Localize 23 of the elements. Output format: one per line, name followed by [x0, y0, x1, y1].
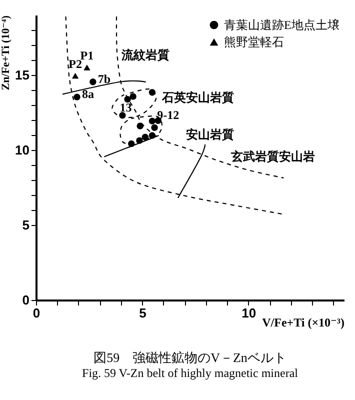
- y-tick-label: 0: [22, 292, 30, 308]
- annotation: 13: [120, 100, 132, 115]
- legend-label: 青葉山遺跡E地点土壌: [224, 18, 340, 32]
- y-tick-label: 10: [15, 142, 30, 158]
- annotation: 流紋岩質: [120, 48, 170, 62]
- x-tick-label: 5: [139, 306, 146, 320]
- annotation: P2: [68, 56, 82, 71]
- annotation: 安山岩質: [186, 127, 234, 142]
- x-tick-label: 10: [242, 306, 256, 320]
- legend-label: 熊野堂軽石: [224, 35, 284, 49]
- annotation: 8a: [82, 87, 94, 102]
- x-tick-label: 0: [32, 306, 40, 320]
- y-tick-label: 15: [15, 68, 30, 82]
- annotation: 玄武岩質安山岩: [230, 149, 315, 164]
- annotation: P1: [80, 48, 94, 62]
- x-axis-title: V/Fe+Ti (×10⁻³): [262, 316, 344, 330]
- y-axis-title: Zn/Fe+Ti (10⁻⁴): [0, 15, 12, 90]
- annotation: 7b: [98, 72, 111, 86]
- annotation: 9-12: [157, 108, 180, 122]
- text: Fig. 59 V-Zn belt of highly magnetic mineral: [82, 366, 299, 380]
- annotation: 石英安山岩質: [160, 90, 234, 104]
- y-tick-label: 5: [22, 218, 30, 232]
- text: 図59 強磁性鉱物のV－Znベルト: [94, 350, 286, 365]
